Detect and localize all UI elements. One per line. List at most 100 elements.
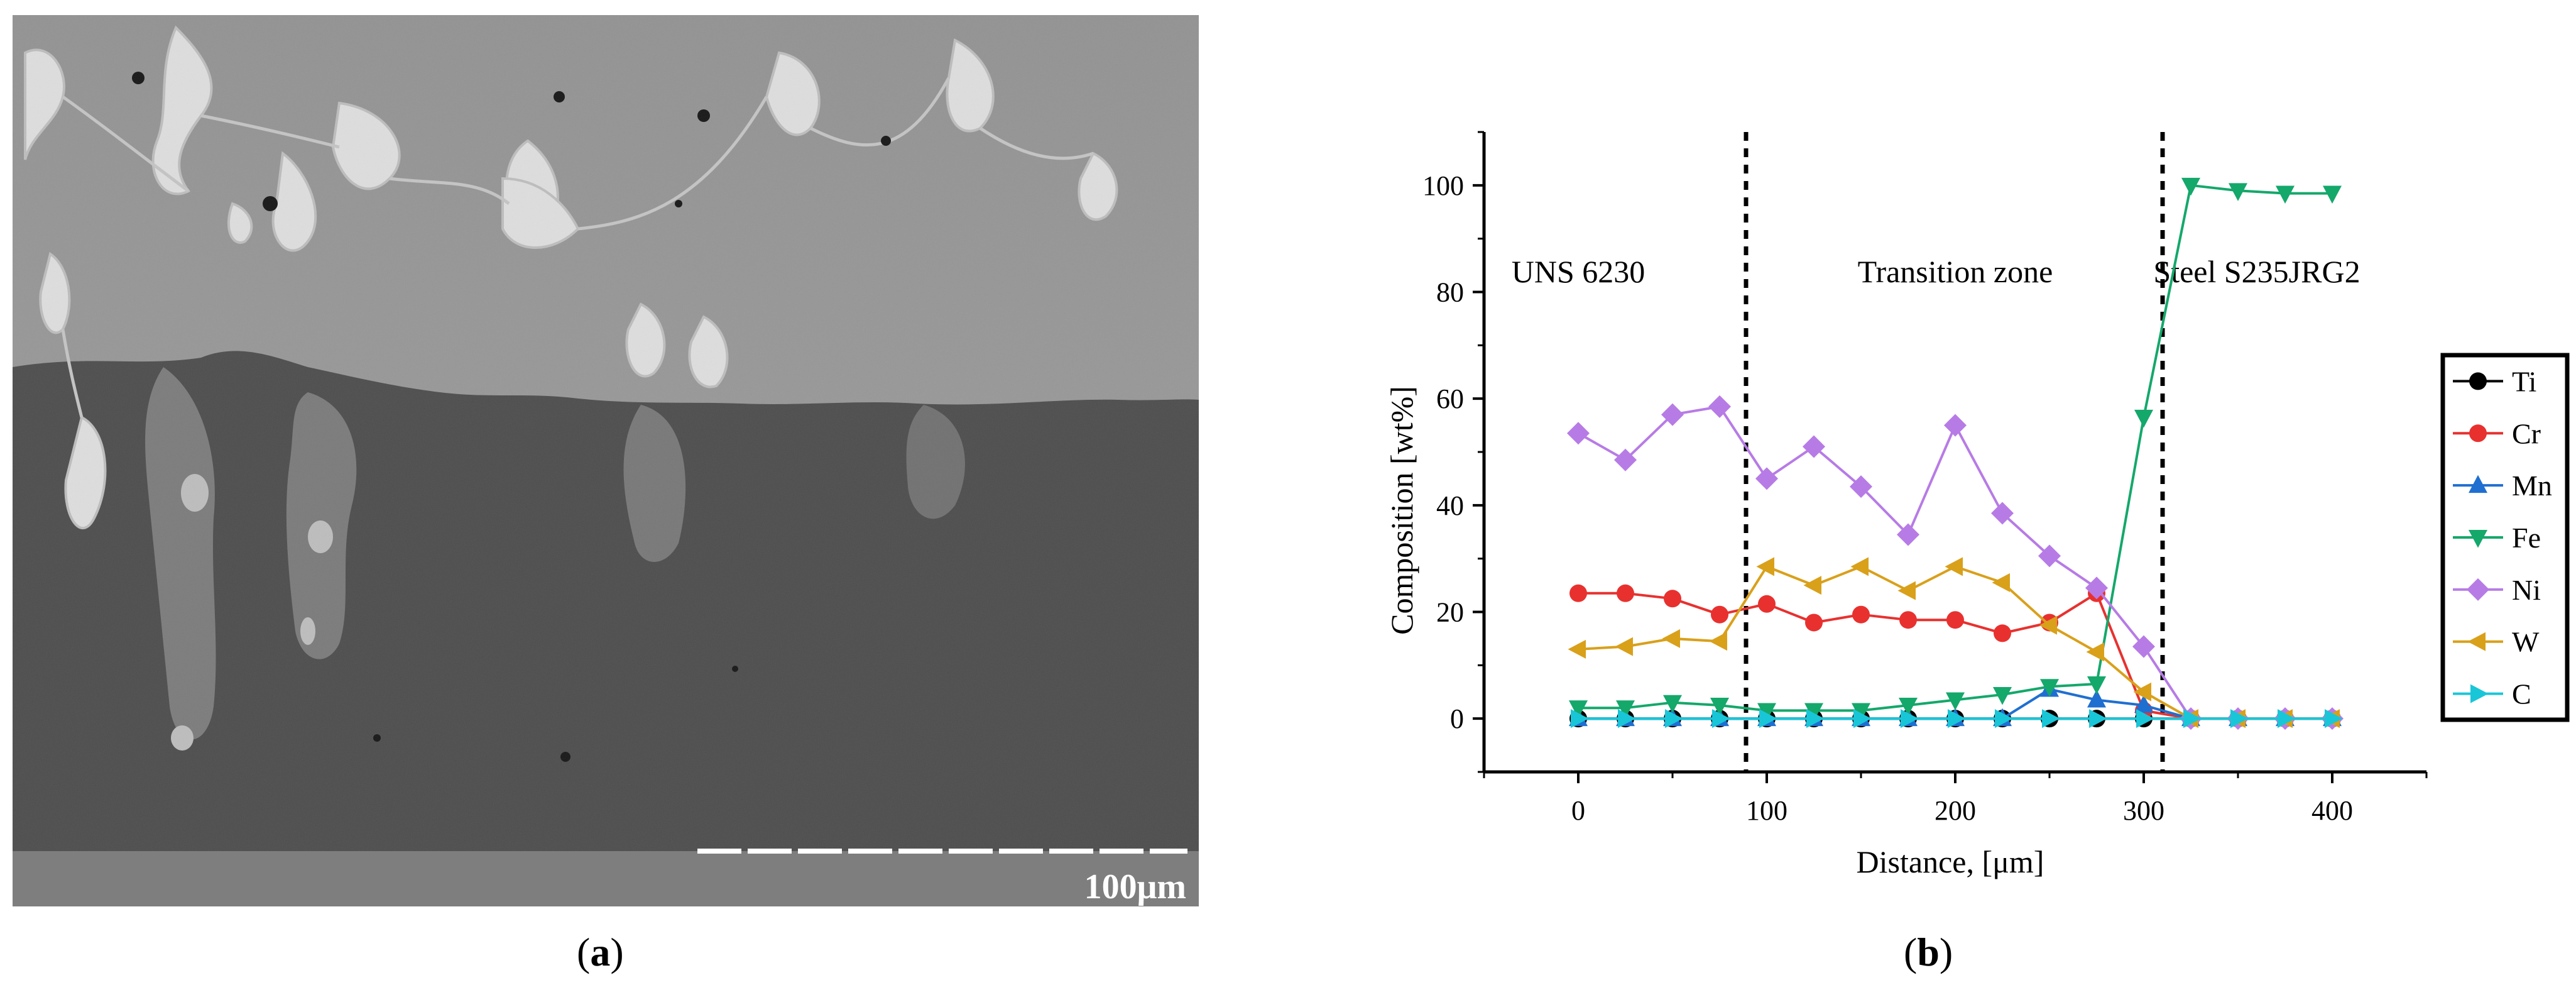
- panel-label-b: (b): [1904, 930, 1953, 974]
- data-point: [2133, 682, 2151, 702]
- y-tick-label: 100: [1422, 170, 1464, 201]
- data-point: [2181, 177, 2200, 196]
- data-point: [2086, 642, 2104, 662]
- data-point: [2136, 709, 2154, 729]
- data-point: [1901, 709, 1919, 729]
- legend-label: W: [2512, 626, 2540, 658]
- data-point: [2087, 689, 2106, 708]
- data-point: [2230, 709, 2249, 729]
- data-point: [1897, 581, 1916, 600]
- data-point: [1616, 700, 1635, 718]
- plume-left: [145, 367, 216, 740]
- data-point: [1711, 605, 1728, 624]
- pores: [132, 72, 891, 762]
- y-tick-label: 20: [1436, 597, 1464, 628]
- legend-marker: [2469, 424, 2487, 443]
- legend-label: Fe: [2512, 522, 2541, 554]
- data-point: [2134, 695, 2153, 713]
- data-point: [1710, 697, 1729, 716]
- axes: 0 100 200 300 400 0 20 40 60 80 100 UNS 6230 Transit…: [1422, 131, 2428, 826]
- data-point: [1852, 605, 1870, 624]
- y-axis-label: Composition [wt%]: [1384, 386, 1419, 635]
- data-point: [1944, 414, 1967, 437]
- data-point: [1991, 502, 2014, 525]
- data-point: [1850, 475, 1872, 498]
- y-tick-label: 0: [1450, 703, 1464, 734]
- data-point: [1663, 695, 1682, 713]
- x-tick-label: 300: [2123, 795, 2164, 826]
- data-point: [2042, 709, 2060, 729]
- data-point: [1995, 709, 2013, 729]
- panel-letter-b: b: [1917, 930, 1940, 974]
- interdendritic-phases: [24, 25, 1118, 529]
- plume-right: [623, 405, 686, 562]
- legend-marker: [2467, 632, 2486, 651]
- legend-marker: [2467, 578, 2489, 601]
- data-point: [1945, 557, 1963, 576]
- data-point: [1662, 629, 1680, 648]
- data-point: [1712, 709, 1730, 729]
- data-point: [2040, 679, 2059, 697]
- data-point: [2229, 183, 2247, 201]
- data-point: [1852, 703, 1870, 721]
- composition-chart: 0 100 200 300 400 0 20 40 60 80 100 UNS 6230 Transit…: [1384, 131, 2570, 879]
- panel-letter-a: a: [590, 930, 611, 974]
- data-point: [1569, 584, 1587, 602]
- region-label: Transition zone: [1858, 254, 2053, 289]
- region-label: Steel S235JRG2: [2153, 254, 2360, 289]
- series-fe: [1569, 177, 2342, 721]
- sem-micrograph: 100μm: [13, 15, 1199, 906]
- data-point: [1993, 686, 2012, 705]
- data-point: [1803, 576, 1821, 595]
- data-point: [1665, 709, 1683, 729]
- x-tick-label: 400: [2311, 795, 2353, 826]
- data-point: [1615, 637, 1633, 656]
- y-tick-label: 40: [1436, 490, 1464, 521]
- data-point: [1614, 448, 1637, 471]
- legend-label: C: [2512, 678, 2531, 710]
- data-point: [1708, 395, 1731, 418]
- data-point: [2323, 185, 2342, 204]
- data-point: [1899, 611, 1917, 629]
- data-point: [2085, 576, 2108, 600]
- data-point: [2325, 709, 2343, 729]
- data-point: [1709, 632, 1727, 651]
- data-point: [1567, 422, 1590, 445]
- legend-label: Ti: [2512, 365, 2536, 397]
- x-tick-label: 100: [1746, 795, 1787, 826]
- grain-boundaries: [61, 77, 1094, 418]
- data-point: [1664, 590, 1681, 608]
- y-tick-label: 80: [1436, 277, 1464, 308]
- x-tick-label: 200: [1935, 795, 1976, 826]
- data-point: [1804, 703, 1823, 721]
- plume-far-right: [906, 405, 965, 519]
- data-point: [1803, 435, 1825, 458]
- data-point: [1992, 573, 2010, 592]
- legend: Ti Cr Mn Fe Ni WC: [2440, 353, 2570, 722]
- data-point: [1897, 523, 1919, 546]
- data-point: [1757, 703, 1776, 721]
- legend-label: Ni: [2512, 574, 2541, 606]
- data-point: [1755, 467, 1778, 490]
- data-point: [1617, 584, 1634, 602]
- data-point: [1756, 557, 1774, 576]
- legend-label: Cr: [2512, 417, 2541, 449]
- panel-label-a: (a): [577, 930, 624, 974]
- data-point: [1946, 611, 1964, 629]
- data-point: [1569, 700, 1588, 718]
- data-point: [1618, 709, 1636, 729]
- legend-marker: [2469, 475, 2487, 493]
- micrograph-texture: [13, 15, 1199, 851]
- legend-marker: [2469, 372, 2487, 390]
- data-point: [1899, 697, 1918, 716]
- data-point: [1806, 709, 1825, 729]
- data-point: [1853, 709, 1872, 729]
- data-point: [2183, 709, 2202, 729]
- data-point: [2278, 709, 2296, 729]
- x-axis-label: Distance, [μm]: [1857, 844, 2044, 879]
- data-point: [2134, 409, 2153, 428]
- data-point: [2038, 544, 2061, 568]
- data-point: [2039, 615, 2057, 635]
- info-bar: [13, 851, 1199, 906]
- data-point: [1661, 403, 1684, 426]
